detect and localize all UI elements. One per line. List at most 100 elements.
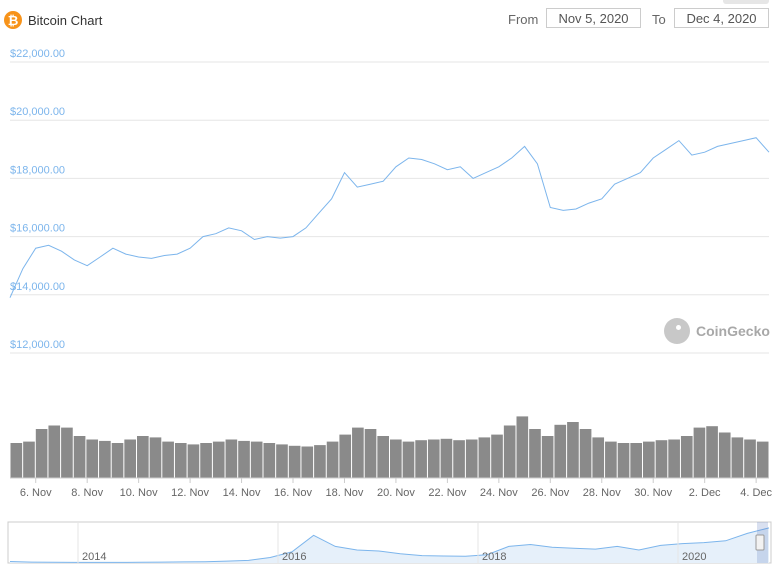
volume-bar — [263, 443, 276, 478]
volume-bar — [402, 441, 415, 478]
x-tick-label: 24. Nov — [480, 487, 518, 499]
volume-bar — [453, 440, 465, 478]
navigator-tick-label: 2016 — [282, 551, 306, 563]
x-tick-label: 18. Nov — [326, 487, 364, 499]
y-tick-label: $12,000.00 — [10, 339, 65, 351]
volume-bar — [529, 429, 541, 478]
bitcoin-icon: ₿ — [4, 11, 22, 29]
to-date-input[interactable]: Dec 4, 2020 — [674, 8, 769, 28]
navigator-tick-label: 2020 — [682, 551, 706, 563]
y-tick-label: $14,000.00 — [10, 281, 65, 293]
volume-bar — [427, 439, 440, 478]
volume-bar — [478, 437, 491, 478]
volume-bar — [61, 427, 73, 478]
x-tick-label: 22. Nov — [428, 487, 466, 499]
x-tick-label: 28. Nov — [583, 487, 621, 499]
volume-bar — [212, 441, 225, 478]
navigator-tick-label: 2018 — [482, 551, 506, 563]
volume-bar — [643, 441, 655, 478]
y-tick-label: $22,000.00 — [10, 48, 65, 60]
chart-title: Bitcoin Chart — [28, 13, 103, 28]
y-tick-label: $20,000.00 — [10, 106, 65, 118]
x-tick-label: 6. Nov — [20, 487, 52, 499]
volume-bar — [415, 440, 427, 478]
volume-bar — [326, 441, 339, 478]
volume-bar — [605, 441, 617, 478]
watermark-text: CoinGecko — [696, 323, 770, 339]
volume-bar — [238, 440, 250, 478]
volume-bar — [99, 440, 111, 478]
volume-bar — [680, 436, 693, 478]
volume-bar — [592, 437, 605, 478]
volume-bar — [617, 443, 630, 478]
to-label: To — [652, 12, 666, 27]
volume-bar — [718, 432, 731, 478]
volume-bar — [250, 441, 263, 478]
volume-bar — [276, 444, 288, 478]
volume-bar — [744, 439, 756, 478]
navigator-area — [10, 527, 769, 563]
x-tick-label: 20. Nov — [377, 487, 415, 499]
x-tick-label: 26. Nov — [531, 487, 569, 499]
x-tick-label: 16. Nov — [274, 487, 312, 499]
navigator-tick-label: 2014 — [82, 551, 106, 563]
volume-bar — [756, 441, 769, 478]
volume-bar — [301, 446, 314, 478]
x-tick-label: 2. Dec — [689, 487, 721, 499]
volume-bar — [111, 443, 124, 478]
y-tick-label: $16,000.00 — [10, 223, 65, 235]
navigator-handle[interactable] — [755, 534, 765, 551]
navigator-line — [9, 527, 770, 563]
volume-bar — [162, 441, 174, 478]
volume-bar — [377, 436, 389, 478]
price-line — [9, 137, 770, 298]
volume-bar — [137, 436, 149, 478]
x-tick-label: 12. Nov — [171, 487, 209, 499]
volume-bar — [440, 438, 453, 478]
volume-bar — [390, 439, 402, 478]
volume-bar — [364, 429, 377, 478]
volume-bar — [352, 427, 364, 478]
volume-bar — [174, 443, 187, 478]
volume-bar — [516, 416, 529, 478]
volume-bar — [541, 436, 554, 478]
volume-bar — [554, 424, 567, 478]
volume-bar — [503, 425, 516, 478]
y-tick-label: $18,000.00 — [10, 164, 65, 176]
volume-bar — [73, 436, 86, 478]
coingecko-watermark: CoinGecko — [664, 318, 770, 344]
menu-tab[interactable] — [723, 0, 769, 4]
x-tick-label: 8. Nov — [71, 487, 103, 499]
volume-bar — [668, 439, 680, 478]
volume-bar — [465, 439, 478, 478]
volume-bar — [630, 443, 642, 478]
volume-bar — [693, 427, 706, 478]
volume-bar — [23, 441, 35, 478]
volume-bar — [567, 422, 579, 478]
volume-bar — [288, 445, 301, 478]
from-date-input[interactable]: Nov 5, 2020 — [546, 8, 641, 28]
volume-bar — [225, 439, 238, 478]
volume-bar — [314, 445, 326, 478]
volume-bar — [579, 429, 592, 478]
gecko-icon — [664, 318, 690, 344]
volume-bar — [48, 425, 61, 478]
volume-bar — [655, 440, 668, 478]
volume-bar — [339, 434, 352, 478]
volume-bar — [149, 437, 162, 478]
x-tick-label: 4. Dec — [740, 487, 772, 499]
volume-bar — [86, 439, 99, 478]
volume-bar — [35, 429, 48, 478]
volume-bar — [200, 443, 212, 478]
from-label: From — [508, 12, 539, 27]
volume-bar — [706, 426, 718, 478]
x-tick-label: 14. Nov — [223, 487, 261, 499]
volume-bar — [731, 437, 744, 478]
x-tick-label: 30. Nov — [634, 487, 672, 499]
volume-bar — [124, 439, 136, 478]
volume-bar — [187, 444, 200, 478]
x-tick-label: 10. Nov — [120, 487, 158, 499]
chart-header: ₿ Bitcoin Chart From Nov 5, 2020 To Dec … — [0, 0, 777, 40]
volume-bar — [491, 434, 503, 478]
